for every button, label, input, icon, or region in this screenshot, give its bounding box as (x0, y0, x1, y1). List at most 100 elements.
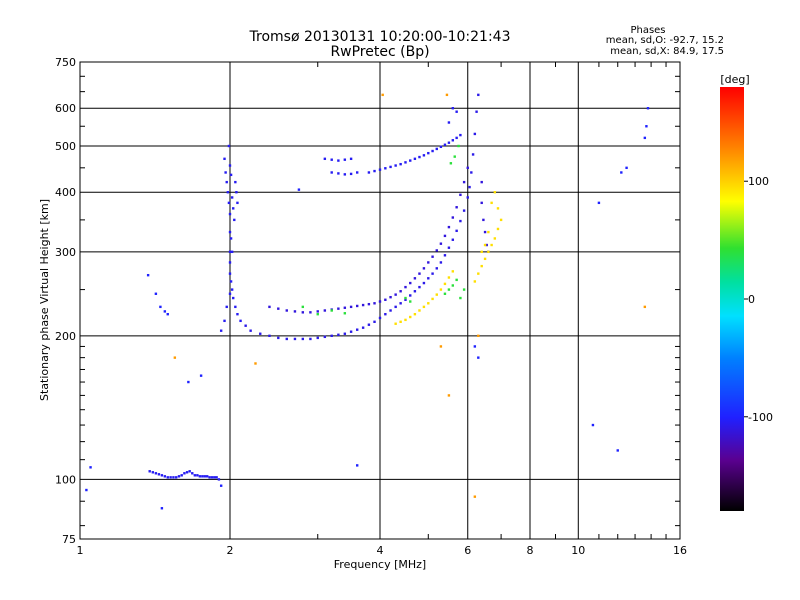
data-point (228, 261, 232, 264)
data-point (297, 188, 301, 191)
data-point (228, 250, 232, 254)
data-point (480, 264, 483, 268)
data-point (330, 158, 333, 161)
y-tick-label: 75 (62, 533, 76, 546)
data-point (399, 162, 402, 166)
data-point (462, 288, 466, 291)
data-point (175, 476, 178, 479)
data-point (217, 478, 221, 481)
data-point (166, 312, 169, 316)
colorbar-tick-label: -100 (748, 411, 773, 424)
data-point (409, 159, 412, 162)
data-point (373, 169, 376, 173)
x-tick-label: 10 (571, 544, 585, 557)
data-point (183, 472, 186, 475)
data-point (399, 320, 402, 323)
data-point (337, 307, 340, 310)
data-point (409, 281, 412, 285)
data-point (361, 326, 365, 329)
data-point (381, 93, 384, 97)
data-point (482, 218, 485, 222)
grid-lines (80, 62, 680, 539)
data-point (451, 284, 455, 287)
data-point (188, 470, 191, 473)
data-point (447, 246, 451, 249)
data-point (259, 332, 262, 335)
data-point (219, 329, 223, 332)
data-point (309, 337, 312, 341)
data-point (409, 315, 412, 319)
data-point (399, 302, 402, 305)
y-tick-label: 750 (55, 56, 76, 69)
data-point (223, 157, 226, 161)
data-point (477, 356, 480, 359)
data-point (394, 293, 397, 296)
data-point (451, 107, 455, 110)
data-point (409, 294, 412, 297)
data-point (373, 302, 376, 305)
data-point (439, 288, 443, 291)
data-point (422, 281, 426, 285)
data-point (343, 312, 347, 315)
data-point (301, 305, 305, 309)
data-point (277, 336, 280, 340)
data-point (355, 304, 359, 308)
data-point (418, 285, 421, 289)
data-point (225, 305, 228, 309)
data-point (445, 93, 449, 97)
data-point (443, 254, 447, 257)
x-tick-label: 16 (673, 544, 687, 557)
data-point (455, 206, 458, 209)
x-tick-label: 6 (464, 544, 471, 557)
data-point (227, 201, 231, 205)
data-point (451, 238, 455, 241)
x-axis-label: Frequency [MHz] (334, 558, 426, 571)
data-point (459, 219, 462, 223)
data-point (466, 196, 469, 199)
data-point (439, 242, 443, 245)
data-point (210, 476, 214, 479)
data-point (480, 250, 483, 254)
data-point (323, 157, 327, 161)
data-point (226, 191, 230, 194)
data-point (384, 298, 387, 301)
data-point (459, 133, 462, 137)
data-point (169, 476, 172, 479)
data-point (229, 173, 233, 177)
stats-x-mode: mean, sd,X: 84.9, 17.5 (610, 46, 724, 57)
data-point (413, 290, 417, 293)
data-point (496, 227, 500, 231)
data-point (389, 295, 392, 299)
data-point (455, 136, 458, 140)
data-point (443, 292, 447, 295)
data-point (367, 323, 371, 326)
data-point (427, 151, 430, 155)
stats-heading: Phases (630, 25, 665, 36)
data-point (219, 484, 223, 487)
data-point (148, 470, 151, 473)
data-point (439, 261, 443, 264)
data-point (343, 332, 347, 335)
data-point (483, 257, 487, 261)
data-point (213, 476, 216, 479)
data-point (643, 305, 647, 309)
data-point (404, 298, 407, 301)
data-point (620, 171, 623, 174)
data-point (499, 218, 503, 222)
data-point (447, 394, 451, 397)
data-point (378, 316, 382, 320)
data-point (493, 237, 497, 240)
data-point (473, 132, 477, 136)
data-point (232, 296, 235, 300)
data-point (187, 380, 190, 384)
y-axis-ticks: 75 100 200 300 400 500 600 750 (55, 56, 680, 546)
data-point (443, 282, 447, 286)
data-point (227, 144, 231, 148)
data-point (447, 276, 451, 279)
data-point (399, 290, 402, 293)
data-point (378, 168, 382, 171)
data-point (435, 293, 438, 296)
data-point (394, 305, 397, 309)
data-point (228, 230, 232, 234)
data-point (418, 309, 421, 312)
